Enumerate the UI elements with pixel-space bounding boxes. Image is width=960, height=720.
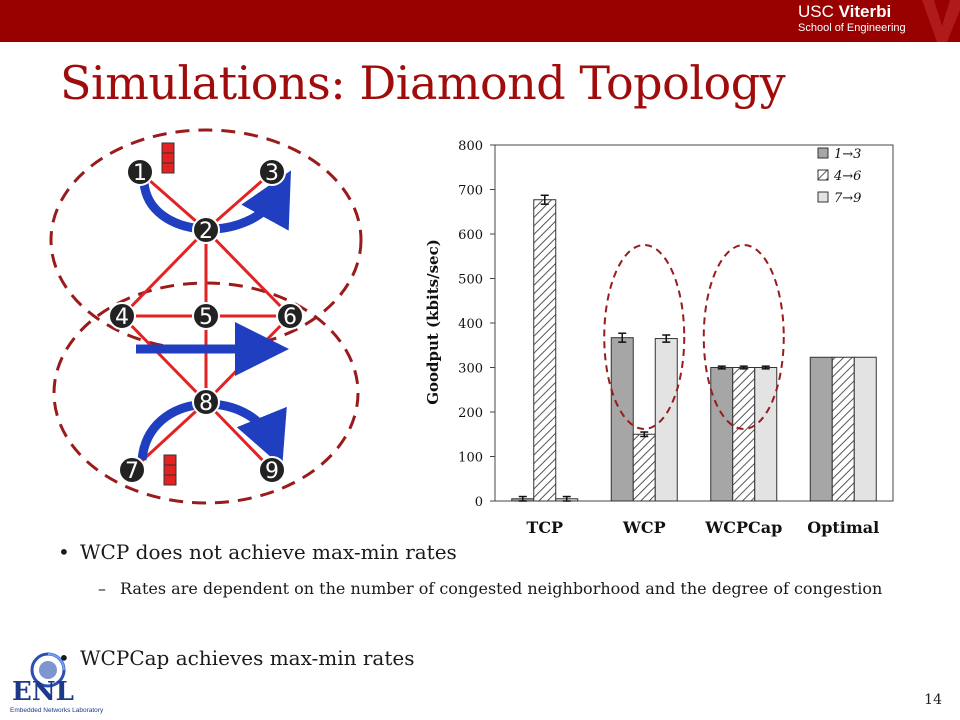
x-tick-label: Optimal (807, 518, 879, 537)
bar (732, 367, 756, 502)
enl-lab-name: Embedded Networks Laboratory (10, 707, 104, 714)
bar (809, 356, 833, 502)
node-3: 3 (258, 158, 286, 186)
bar (533, 199, 557, 502)
bullet-1-sub: – Rates are dependent on the number of co… (98, 579, 883, 598)
bar (831, 356, 855, 502)
svg-text:8: 8 (199, 391, 213, 416)
svg-text:9: 9 (265, 459, 279, 484)
x-tick-label: WCP (622, 518, 666, 537)
node-7: 7 (118, 456, 146, 484)
bar (853, 356, 877, 502)
enl-lab-logo: ENL Embedded Networks Laboratory (10, 652, 104, 714)
neighborhood-bottom-ellipse (52, 281, 360, 505)
node-1: 1 (126, 158, 154, 186)
node-4: 4 (108, 302, 136, 330)
legend-swatch (817, 169, 829, 181)
y-tick-label: 0 (475, 495, 483, 510)
logo-school: School of Engineering (798, 22, 906, 34)
x-tick-label: WCPCap (704, 518, 782, 537)
legend-label: 1→3 (834, 147, 861, 162)
y-tick-label: 500 (458, 273, 483, 288)
page-number: 14 (924, 692, 942, 708)
bar (754, 367, 778, 502)
usc-viterbi-logo: USC Viterbi School of Engineering (798, 2, 948, 40)
y-tick-label: 600 (458, 228, 483, 243)
bullet-1-sub-text: Rates are dependent on the number of con… (120, 579, 883, 598)
bar (632, 433, 656, 502)
bullet-2: • WCPCap achieves max-min rates (58, 646, 415, 670)
plot-area: 0 100 200 300 400 500 600 700 800 TCP WCP WCPCap Opt… (458, 139, 894, 537)
svg-text:6: 6 (283, 305, 297, 330)
queue-icon-node-7 (163, 454, 177, 486)
logo-usc: USC (798, 2, 834, 21)
svg-text:1: 1 (133, 161, 147, 186)
svg-text:4: 4 (115, 305, 129, 330)
enl-logo-text: ENL (12, 677, 74, 707)
y-tick-label: 700 (458, 184, 483, 199)
diamond-topology-diagram: 1 3 2 4 5 6 8 7 9 (49, 128, 363, 505)
nodes: 1 3 2 4 5 6 8 7 9 (108, 158, 304, 484)
page-title: Simulations: Diamond Topology (60, 56, 786, 110)
node-9: 9 (258, 456, 286, 484)
bullet-1: • WCP does not achieve max-min rates (58, 540, 457, 564)
y-tick-label: 200 (458, 406, 483, 421)
bar (610, 337, 634, 502)
highlight-ellipse (603, 244, 686, 430)
chart-legend: 1→3 4→6 7→9 (817, 147, 861, 206)
y-tick-label: 400 (458, 317, 483, 332)
logo-viterbi: Viterbi (838, 2, 892, 21)
legend-swatch (817, 191, 829, 203)
svg-text:7: 7 (125, 459, 139, 484)
svg-text:2: 2 (199, 219, 213, 244)
y-tick-label: 300 (458, 362, 483, 377)
y-axis-label: Goodput (kbits/sec) (424, 239, 442, 405)
bar (710, 367, 734, 502)
node-6: 6 (276, 302, 304, 330)
node-8: 8 (192, 388, 220, 416)
queue-icon-node-1 (161, 142, 175, 174)
y-tick-label: 800 (458, 139, 483, 154)
highlight-ellipse (702, 244, 785, 430)
bullet-1-text: WCP does not achieve max-min rates (80, 540, 457, 564)
header-bar: USC Viterbi School of Engineering (0, 0, 960, 42)
legend-swatch (817, 147, 829, 159)
x-tick-label: TCP (526, 518, 563, 537)
y-tick-label: 100 (458, 451, 483, 466)
bar (654, 338, 678, 502)
legend-label: 7→9 (834, 191, 861, 206)
node-2: 2 (192, 216, 220, 244)
logo-line1: USC Viterbi (798, 2, 891, 22)
svg-text:3: 3 (265, 161, 279, 186)
node-5: 5 (192, 302, 220, 330)
bullet-2-text: WCPCap achieves max-min rates (80, 646, 415, 670)
svg-text:5: 5 (199, 305, 213, 330)
goodput-bar-chart: Goodput (kbits/sec) 0 100 200 300 400 500 600 7… (424, 139, 894, 537)
viterbi-v-mark (922, 0, 960, 42)
legend-label: 4→6 (833, 169, 861, 184)
